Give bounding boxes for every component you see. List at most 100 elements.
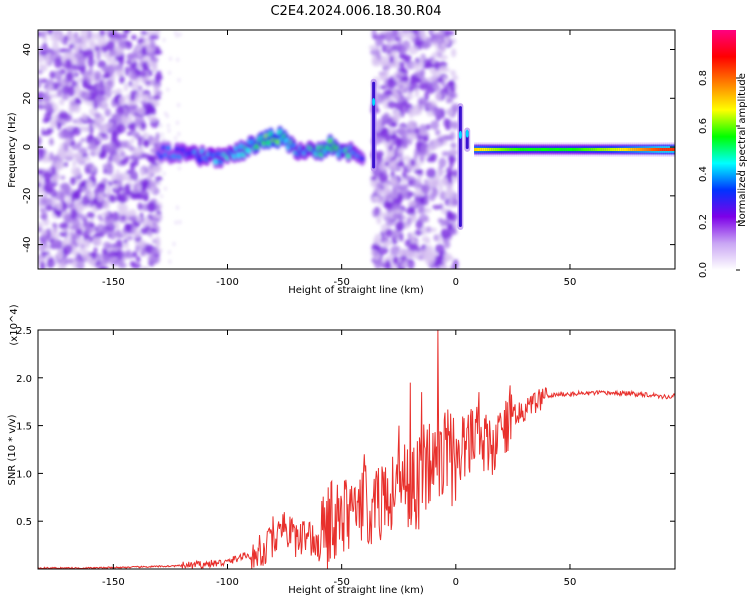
noise-blob bbox=[71, 233, 81, 240]
noise-blob bbox=[448, 229, 458, 236]
noise-blob bbox=[172, 241, 176, 246]
noise-blob bbox=[119, 150, 126, 158]
noise-blob bbox=[72, 159, 77, 168]
noise-blob bbox=[38, 226, 43, 233]
noise-blob bbox=[440, 218, 445, 227]
noise-blob bbox=[431, 52, 441, 59]
steady-track-cell bbox=[611, 147, 614, 152]
noise-blob bbox=[385, 259, 391, 269]
noise-blob bbox=[136, 106, 146, 115]
spike-hotspot bbox=[458, 130, 462, 139]
noise-blob bbox=[146, 201, 156, 213]
noise-blob bbox=[102, 200, 111, 210]
noise-blob bbox=[451, 38, 457, 45]
steady-track-cell bbox=[524, 147, 527, 152]
noise-blob bbox=[432, 109, 442, 118]
noise-blob bbox=[135, 216, 143, 223]
noise-blob bbox=[49, 137, 54, 146]
noise-blob bbox=[443, 85, 450, 94]
noise-blob bbox=[44, 177, 52, 184]
steady-track-cell bbox=[638, 147, 641, 152]
spike-core bbox=[458, 106, 462, 227]
y-tick-label: 2.5 bbox=[16, 326, 32, 337]
noise-blob bbox=[410, 251, 421, 259]
noise-blob bbox=[121, 114, 127, 125]
steady-track-cell bbox=[580, 147, 583, 152]
noise-blob bbox=[397, 261, 402, 266]
noise-blob bbox=[399, 249, 410, 256]
noise-blob bbox=[174, 220, 178, 225]
noise-blob bbox=[114, 229, 122, 238]
noise-blob bbox=[76, 118, 83, 126]
noise-blob bbox=[81, 112, 88, 121]
spectrogram-panel: -150 -100 -50 0 50 -40 -20 0 20 40 Height of str… bbox=[7, 29, 676, 296]
steady-track-cell bbox=[630, 147, 633, 152]
noise-blob bbox=[395, 90, 400, 102]
steady-track-cell bbox=[540, 147, 544, 152]
noise-blob bbox=[373, 236, 380, 244]
steady-track-cell bbox=[509, 147, 513, 152]
noise-blob bbox=[129, 121, 137, 133]
noise-blob bbox=[434, 243, 445, 254]
noise-blob bbox=[157, 181, 161, 186]
spectrogram-frame bbox=[37, 29, 676, 270]
noise-blob bbox=[116, 123, 126, 134]
noise-blob bbox=[76, 157, 84, 164]
noise-blob bbox=[425, 245, 434, 255]
steady-track-cell bbox=[607, 147, 610, 152]
noise-blob bbox=[451, 75, 459, 81]
colorbar-tick-label: 0.4 bbox=[698, 166, 709, 182]
noise-blob bbox=[120, 33, 128, 40]
steady-track-cell bbox=[626, 147, 629, 152]
noise-blob bbox=[445, 98, 454, 103]
noise-blob bbox=[126, 60, 132, 65]
noise-blob bbox=[408, 45, 419, 55]
noise-blob bbox=[140, 168, 145, 178]
noise-blob bbox=[430, 120, 440, 130]
noise-blob bbox=[72, 126, 82, 136]
noise-blob bbox=[140, 266, 150, 269]
noise-blob bbox=[94, 112, 102, 119]
noise-blob bbox=[435, 129, 441, 136]
noise-blob bbox=[379, 60, 390, 67]
steady-track-cell bbox=[648, 147, 652, 152]
noise-blob bbox=[73, 104, 81, 114]
noise-blob bbox=[120, 140, 126, 149]
noise-blob bbox=[97, 192, 104, 203]
noise-blob bbox=[49, 155, 56, 161]
noise-blob bbox=[65, 125, 74, 132]
noise-blob bbox=[401, 214, 407, 221]
noise-blob bbox=[130, 83, 139, 90]
noise-blob bbox=[60, 48, 70, 53]
noise-blob bbox=[99, 30, 106, 38]
noise-blob bbox=[117, 195, 127, 203]
steady-track-cell bbox=[671, 147, 674, 152]
noise-blob bbox=[370, 175, 378, 181]
steady-track-cell bbox=[547, 147, 550, 152]
snr-frame bbox=[37, 329, 676, 570]
noise-blob bbox=[414, 190, 425, 198]
steady-track-cell bbox=[553, 147, 556, 152]
steady-track-cell bbox=[650, 147, 654, 152]
noise-blob bbox=[61, 201, 68, 213]
noise-blob bbox=[113, 32, 122, 40]
steady-track-cell bbox=[673, 147, 675, 152]
noise-blob bbox=[378, 136, 385, 144]
noise-blob bbox=[371, 58, 382, 67]
steady-track-cell bbox=[485, 147, 489, 152]
steady-track-cell bbox=[596, 147, 600, 152]
noise-blob bbox=[406, 92, 414, 100]
noise-blob bbox=[432, 67, 442, 79]
noise-blob bbox=[82, 156, 91, 162]
noise-blob bbox=[450, 48, 457, 58]
noise-blob bbox=[72, 152, 80, 160]
steady-track-cell bbox=[636, 147, 639, 152]
noise-blob bbox=[106, 79, 114, 87]
noise-blob bbox=[74, 191, 81, 200]
noise-blob bbox=[118, 75, 125, 84]
steady-track-cell bbox=[601, 147, 604, 152]
snr-series-line bbox=[38, 330, 675, 569]
noise-blob bbox=[444, 191, 450, 200]
noise-blob bbox=[67, 85, 75, 97]
noise-blob bbox=[105, 142, 114, 151]
